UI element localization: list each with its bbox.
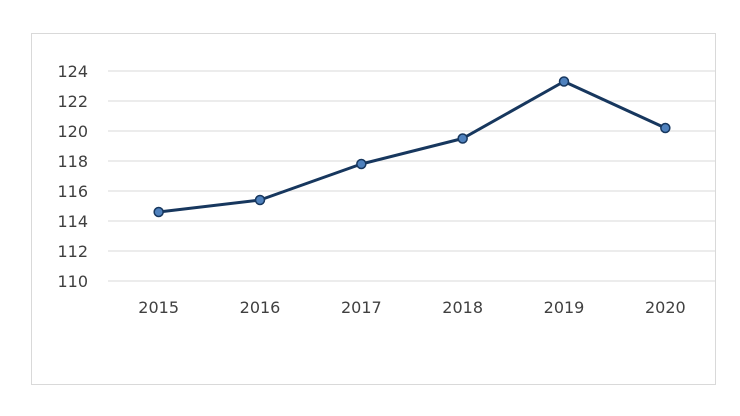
- x-tick-label: 2020: [645, 298, 686, 317]
- x-tick-label: 2015: [138, 298, 179, 317]
- data-point-2017: [356, 158, 367, 170]
- y-axis-tick-labels: 110 112 114 116 118 120 122 124: [57, 62, 88, 291]
- x-tick-label: 2018: [442, 298, 483, 317]
- y-tick-label: 124: [57, 62, 88, 81]
- y-tick-label: 120: [57, 122, 88, 141]
- y-tick-label: 112: [57, 242, 88, 261]
- series-line: [157, 80, 667, 214]
- x-tick-label: 2016: [240, 298, 281, 317]
- x-tick-label: 2019: [544, 298, 585, 317]
- x-tick-label: 2017: [341, 298, 382, 317]
- data-point-2015: [153, 206, 164, 218]
- y-tick-label: 122: [57, 92, 88, 111]
- series: [153, 76, 671, 218]
- y-tick-label: 110: [57, 272, 88, 291]
- chart-frame: [31, 33, 716, 385]
- x-axis-tick-labels: 2015 2016 2017 2018 2019 2020: [138, 298, 685, 317]
- y-tick-label: 114: [57, 212, 88, 231]
- data-point-2016: [254, 194, 266, 206]
- data-point-2019: [558, 76, 570, 87]
- gridlines: [108, 70, 716, 282]
- data-point-2020: [660, 122, 671, 134]
- data-point-2018: [457, 133, 468, 144]
- y-tick-label: 118: [57, 152, 88, 171]
- y-tick-label: 116: [57, 182, 88, 201]
